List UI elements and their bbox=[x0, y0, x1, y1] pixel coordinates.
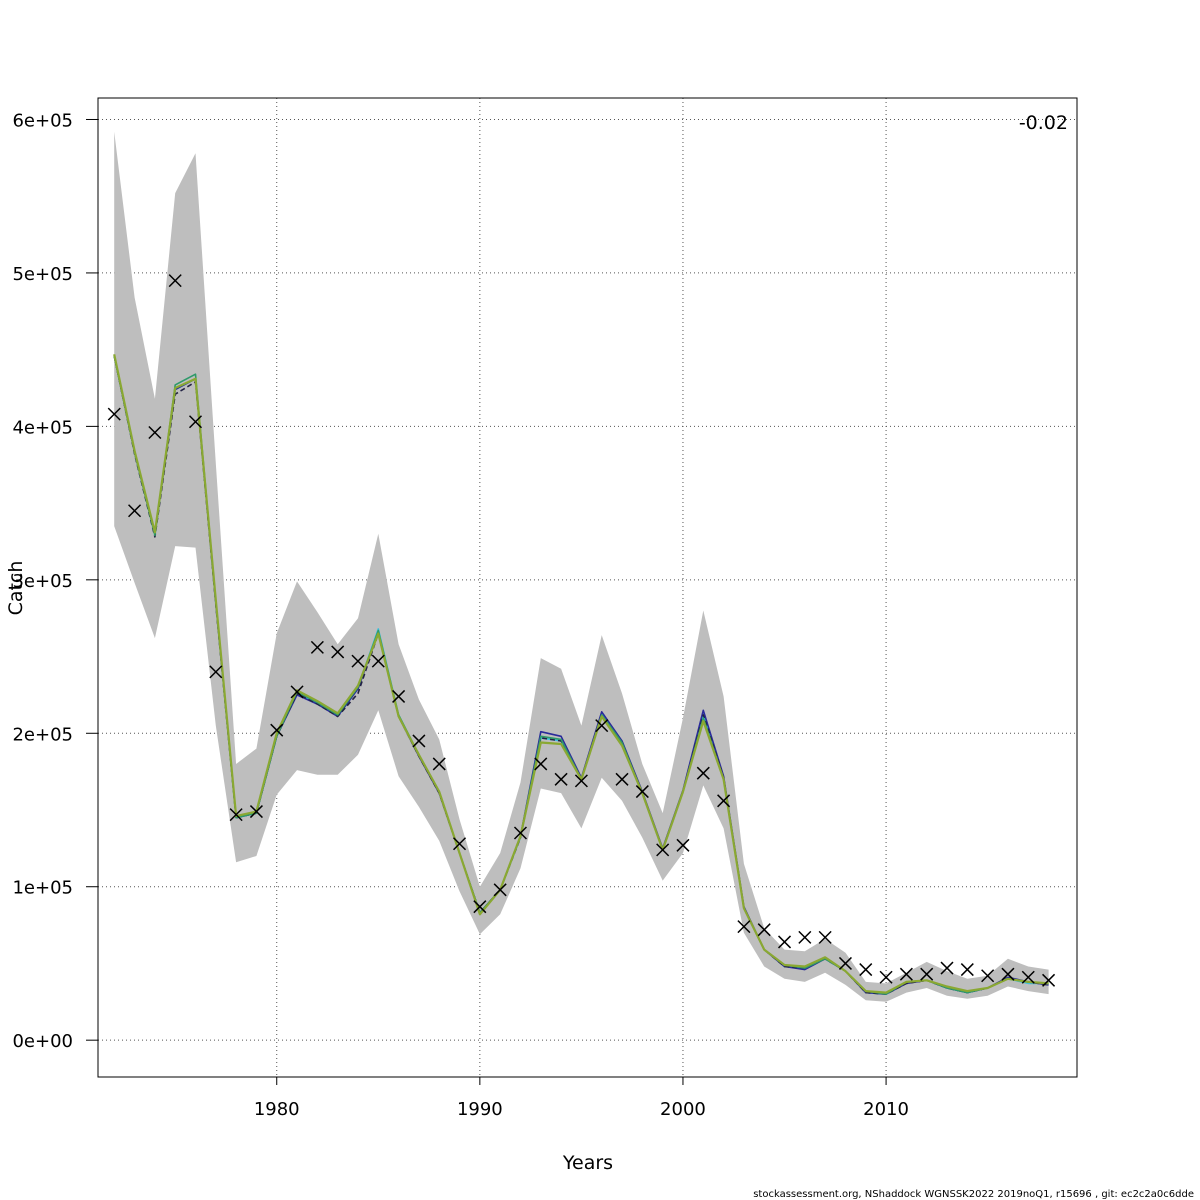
y-axis: 0e+00 1e+05 2e+05 3e+05 4e+05 5e+05 6e+05 bbox=[12, 110, 98, 1052]
observed-point bbox=[432, 757, 446, 771]
series-line-1 bbox=[113, 355, 1049, 995]
observed-point bbox=[798, 930, 812, 944]
observed-point bbox=[960, 963, 974, 977]
x-tick-label: 1980 bbox=[254, 1099, 300, 1120]
series-line-4 bbox=[113, 355, 1049, 995]
observed-point bbox=[717, 794, 731, 808]
observed-point bbox=[209, 665, 223, 679]
y-tick-label: 1e+05 bbox=[12, 878, 73, 899]
observed-point bbox=[595, 719, 609, 733]
observed-point bbox=[331, 645, 345, 659]
observed-point bbox=[351, 654, 365, 668]
observed-point bbox=[107, 407, 121, 421]
y-tick-label: 2e+05 bbox=[12, 724, 73, 745]
observed-point bbox=[676, 838, 690, 852]
observed-point bbox=[412, 734, 426, 748]
observed-point bbox=[371, 654, 385, 668]
observed-point bbox=[229, 808, 243, 822]
x-axis-title: Years bbox=[562, 1152, 613, 1174]
y-tick-label: 6e+05 bbox=[12, 110, 73, 131]
observed-point bbox=[188, 415, 203, 429]
observed-point bbox=[635, 785, 649, 799]
footer-text: stockassessment.org, NShaddock WGNSSK202… bbox=[753, 1189, 1194, 1200]
observed-point bbox=[534, 757, 548, 771]
observed-point bbox=[290, 685, 304, 699]
series-line-5 bbox=[113, 354, 1049, 994]
observed-point bbox=[1042, 973, 1056, 987]
observed-point bbox=[493, 883, 507, 897]
observed-point bbox=[473, 900, 487, 914]
rho-annotation: -0.02 bbox=[1019, 112, 1068, 134]
observed-point bbox=[168, 274, 182, 288]
x-tick-label: 1990 bbox=[457, 1099, 503, 1120]
observed-points bbox=[107, 274, 1056, 987]
observed-point bbox=[818, 930, 832, 944]
series-lines bbox=[113, 354, 1049, 995]
observed-point bbox=[148, 425, 162, 440]
observed-point bbox=[981, 969, 995, 983]
observed-point bbox=[777, 935, 792, 949]
observed-point bbox=[392, 689, 406, 703]
x-axis: 1980 1990 2000 2010 bbox=[254, 1077, 909, 1120]
observed-point bbox=[453, 837, 467, 851]
observed-point bbox=[1001, 967, 1015, 981]
observed-point bbox=[615, 772, 629, 786]
observed-point bbox=[879, 970, 893, 984]
confidence-band bbox=[114, 131, 1049, 1002]
observed-point bbox=[513, 826, 528, 840]
observed-point bbox=[574, 774, 588, 788]
x-tick-label: 2010 bbox=[863, 1099, 909, 1120]
y-tick-label: 5e+05 bbox=[12, 264, 73, 285]
observed-point bbox=[656, 843, 670, 857]
observed-point bbox=[757, 923, 771, 937]
plot-frame bbox=[97, 97, 1078, 1078]
y-axis-title: Catch bbox=[5, 561, 27, 616]
observed-point bbox=[1021, 970, 1035, 984]
x-tick-label: 2000 bbox=[660, 1099, 706, 1120]
observed-point bbox=[310, 640, 324, 654]
observed-point bbox=[920, 967, 934, 981]
observed-point bbox=[838, 956, 852, 970]
series-line-3 bbox=[113, 355, 1049, 995]
observed-point bbox=[940, 961, 954, 975]
y-tick-label: 0e+00 bbox=[12, 1031, 73, 1052]
observed-point bbox=[859, 963, 873, 977]
series-line-2 bbox=[113, 355, 1049, 995]
y-tick-label: 4e+05 bbox=[12, 417, 73, 438]
observed-point bbox=[737, 920, 751, 934]
grid-lines bbox=[98, 98, 1077, 1077]
observed-point bbox=[128, 504, 142, 518]
observed-point bbox=[554, 772, 568, 786]
y-tick-label: 3e+05 bbox=[12, 571, 73, 592]
observed-point bbox=[899, 967, 913, 981]
observed-point bbox=[249, 805, 263, 819]
observed-point bbox=[696, 766, 710, 780]
observed-point bbox=[270, 723, 284, 737]
